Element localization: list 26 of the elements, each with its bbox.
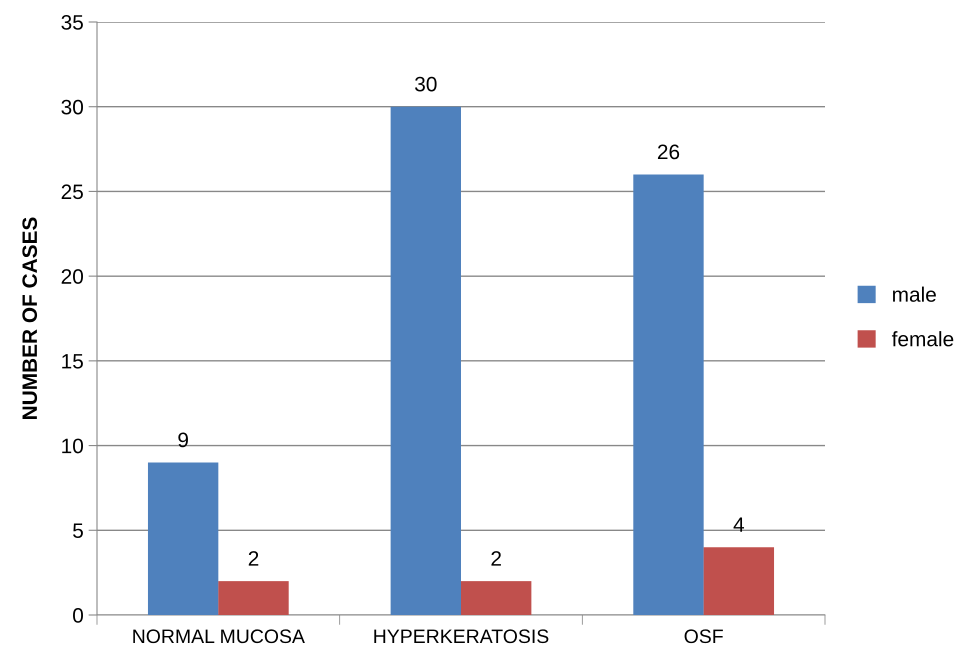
data-label: 4	[734, 517, 744, 532]
bar	[148, 462, 218, 615]
y-tick-label: 0	[73, 608, 83, 623]
bar	[218, 581, 289, 615]
bar	[461, 581, 532, 615]
data-label: 2	[491, 551, 501, 566]
data-label: 9	[178, 432, 188, 448]
data-label: 2	[248, 551, 258, 566]
x-tick-label: HYPERKERATOSIS	[374, 629, 548, 644]
x-tick-label: OSF	[684, 629, 723, 644]
y-tick-label: 35	[61, 15, 83, 30]
bar	[704, 547, 774, 615]
legend-label: female	[892, 331, 954, 346]
y-tick-label: 15	[62, 354, 83, 369]
y-tick-label: 30	[61, 100, 83, 114]
bar	[390, 106, 461, 615]
y-tick-label: 20	[62, 269, 83, 284]
data-label: 26	[658, 144, 680, 160]
data-label: 30	[415, 76, 437, 92]
y-tick-label: 25	[62, 184, 83, 200]
x-tick-label: NORMAL MUCOSA	[133, 629, 305, 644]
legend-label: male	[893, 286, 936, 302]
y-tick-label: 5	[73, 524, 83, 538]
y-tick-label: 10	[62, 438, 83, 454]
bar	[633, 174, 704, 615]
y-axis-title: NUMBER OF CASES	[22, 217, 38, 419]
